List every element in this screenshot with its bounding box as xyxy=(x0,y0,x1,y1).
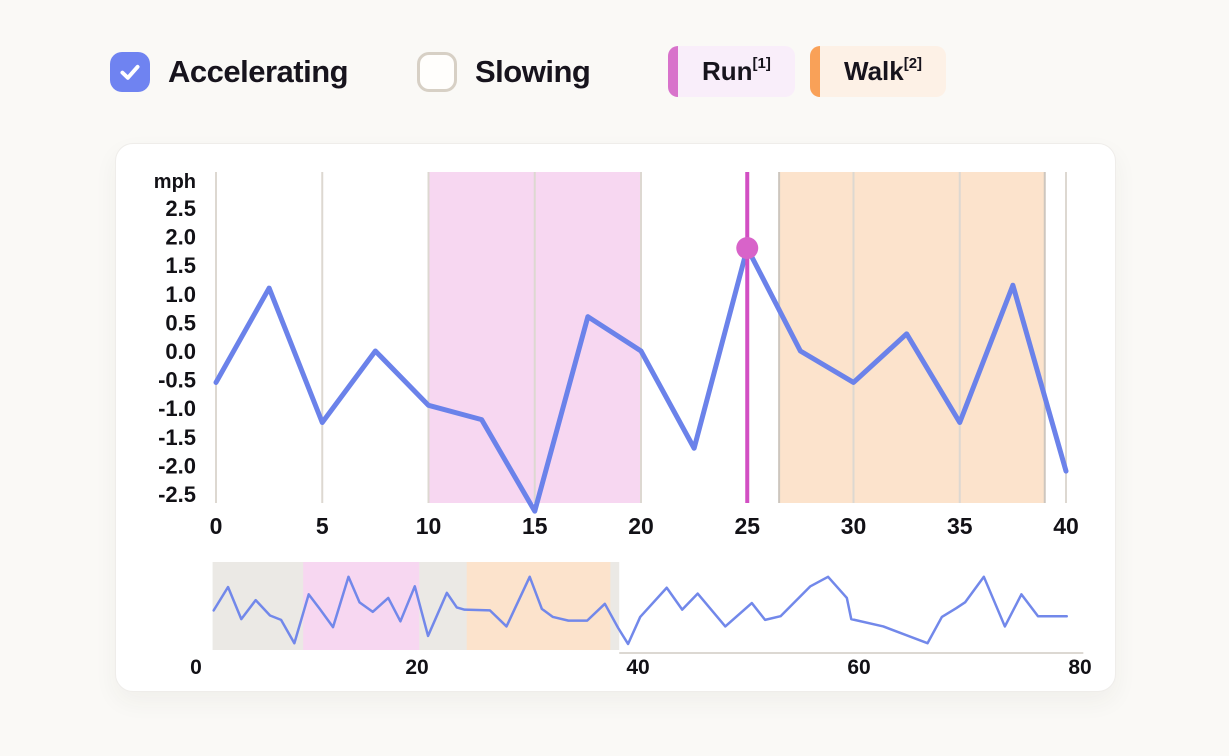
legend-run-chip[interactable]: Run[1] xyxy=(668,46,795,97)
speed-line xyxy=(213,245,1069,514)
region-walk xyxy=(779,172,1045,503)
y-axis-unit-label: mph xyxy=(154,171,196,193)
y-tick-label: -0.5 xyxy=(158,368,196,393)
overview-x-tick-label: 40 xyxy=(626,656,649,679)
y-tick-label: 2.0 xyxy=(165,225,196,250)
slowing-label: Slowing xyxy=(475,54,591,89)
y-tick-label: 0.5 xyxy=(165,310,196,335)
run-chip-label: Run[1] xyxy=(702,55,771,86)
accelerating-label: Accelerating xyxy=(168,54,349,89)
legend-walk-chip[interactable]: Walk[2] xyxy=(810,46,947,97)
y-tick-label: 2.5 xyxy=(165,196,196,221)
walk-chip-label: Walk[2] xyxy=(844,55,923,86)
x-tick-label: 30 xyxy=(841,513,867,539)
overview-chart[interactable]: 0 20 40 60 80 xyxy=(130,550,1100,690)
y-tick-label: -1.0 xyxy=(158,396,196,421)
overview-region-run xyxy=(303,562,420,650)
y-tick-label: -2.0 xyxy=(158,453,196,478)
x-tick-label: 15 xyxy=(522,513,548,539)
accelerating-checkbox[interactable] xyxy=(110,52,150,92)
y-tick-label: 0.0 xyxy=(165,339,196,364)
check-icon xyxy=(120,64,140,80)
x-tick-label: 10 xyxy=(416,513,442,539)
main-chart[interactable]: 0 5 10 15 20 25 30 35 40 2.5 2.0 1.5 1.0 0.5 0.0 -0.5 -1… xyxy=(130,160,1100,546)
walk-superscript: [2] xyxy=(903,55,923,73)
y-tick-label: 1.0 xyxy=(165,282,196,307)
y-tick-label: 1.5 xyxy=(165,253,196,278)
overview-region-walk xyxy=(466,562,611,650)
walk-color-bar xyxy=(810,46,820,97)
x-tick-label: 40 xyxy=(1053,513,1079,539)
run-color-bar xyxy=(668,46,678,97)
slowing-checkbox[interactable] xyxy=(417,52,457,92)
y-tick-label: -2.5 xyxy=(158,482,196,507)
overview-x-tick-label: 80 xyxy=(1068,656,1091,679)
overview-x-tick-label: 60 xyxy=(847,656,870,679)
overview-x-tick-label: 20 xyxy=(405,656,428,679)
cursor-dot[interactable] xyxy=(736,237,759,260)
x-tick-label: 25 xyxy=(734,513,760,539)
x-tick-label: 0 xyxy=(210,513,223,539)
overview-x-tick-label: 0 xyxy=(190,656,202,679)
slowing-control[interactable]: Slowing xyxy=(417,52,591,92)
accelerating-control[interactable]: Accelerating xyxy=(110,52,349,92)
x-tick-label: 20 xyxy=(628,513,654,539)
x-tick-label: 5 xyxy=(316,513,329,539)
x-tick-label: 35 xyxy=(947,513,973,539)
overview-speed-line xyxy=(212,575,1068,646)
top-controls: Accelerating Slowing Run[1] Walk[2] xyxy=(0,0,1229,120)
run-superscript: [1] xyxy=(752,55,771,73)
y-tick-label: -1.5 xyxy=(158,425,196,450)
